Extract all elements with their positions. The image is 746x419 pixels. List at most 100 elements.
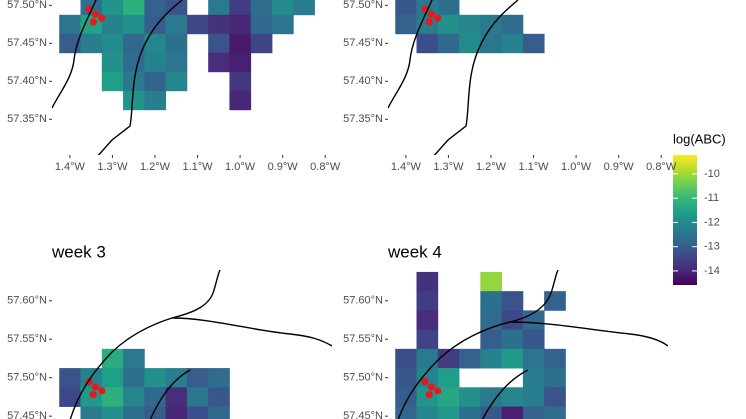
grid-cell (144, 71, 167, 92)
panel-title: week 4 (387, 242, 442, 261)
grid-cell (437, 33, 460, 54)
grid-cell (501, 33, 524, 54)
x-tick-label: 0.9°W (268, 161, 299, 173)
colorbar-tick-label: -10 (704, 168, 720, 180)
grid-cell (80, 33, 103, 54)
x-tick-label: 1.0°W (225, 161, 256, 173)
grid-cell (101, 387, 124, 407)
grid-cell (144, 90, 167, 111)
grid-cell (101, 71, 124, 92)
site (91, 383, 100, 391)
grid-cell (250, 33, 273, 54)
panel-title: week 3 (51, 242, 106, 261)
grid-cell (123, 368, 145, 388)
panel (59, 0, 315, 111)
site (434, 387, 442, 395)
grid-cell (59, 387, 81, 407)
grid-cell (144, 368, 167, 388)
grid-cell (437, 348, 460, 369)
grid-cell (501, 310, 524, 331)
coastline (509, 321, 668, 347)
grid-cell (522, 348, 545, 369)
grid-cell (186, 368, 209, 388)
y-tick-label: 57.50°N (343, 372, 383, 384)
coastline (149, 369, 191, 419)
grid-cell (208, 406, 230, 419)
grid-cell (480, 33, 503, 54)
grid-cell (395, 348, 417, 369)
coastline (69, 270, 221, 419)
grid-cell (501, 14, 524, 35)
grid-cell (544, 406, 566, 419)
grid-cell (501, 406, 524, 419)
grid-cell (229, 0, 252, 16)
y-tick-label: 57.50°N (7, 372, 47, 384)
grid-cell (101, 52, 124, 73)
grid-cell (437, 0, 460, 16)
grid-cell (480, 271, 503, 292)
grid-cell (459, 14, 481, 35)
x-tick-label: 1.3°W (97, 161, 128, 173)
colorbar-tick-label: -13 (704, 241, 720, 253)
grid-cell (229, 71, 252, 92)
grid-cell (395, 368, 417, 388)
grid-cell (165, 52, 188, 73)
colorbar-tick-label: -11 (704, 192, 719, 204)
panel (395, 271, 566, 419)
grid-cell (165, 368, 188, 388)
panel (395, 0, 545, 54)
panel (59, 348, 230, 419)
x-tick-label: 0.8°W (646, 161, 677, 173)
grid-cell (459, 387, 481, 407)
grid-cell (437, 406, 460, 419)
x-tick-label: 1.4°W (391, 161, 422, 173)
grid-cell (459, 33, 481, 54)
grid-cell (165, 14, 188, 35)
grid-cell (522, 387, 545, 407)
coastline (481, 369, 529, 419)
grid-cell (101, 368, 124, 388)
coastline (52, 0, 97, 109)
grid-cell (544, 348, 566, 369)
y-tick-label: 57.35°N (343, 113, 383, 125)
grid-cell (437, 368, 460, 388)
x-tick-label: 1.2°W (140, 161, 171, 173)
grid-cell (123, 14, 145, 35)
x-tick-label: 1.4°W (55, 161, 86, 173)
grid-cell (416, 33, 439, 54)
y-tick-label: 57.40°N (7, 75, 47, 87)
grid-cell (416, 291, 439, 311)
y-tick-label: 57.45°N (343, 410, 383, 419)
x-tick-label: 1.1°W (182, 161, 213, 173)
grid-cell (208, 52, 230, 73)
y-tick-label: 57.40°N (343, 75, 383, 87)
grid-cell (416, 310, 439, 331)
site (98, 14, 106, 22)
grid-cell (208, 368, 230, 388)
y-tick-label: 57.50°N (343, 0, 383, 11)
y-tick-label: 57.45°N (7, 37, 47, 49)
y-tick-label: 57.55°N (7, 333, 47, 345)
colorbar-tick-label: -12 (704, 216, 720, 228)
grid-cell (165, 0, 188, 16)
site (91, 10, 100, 19)
site (425, 391, 433, 399)
grid-cell (123, 0, 145, 16)
y-tick-label: 57.35°N (7, 113, 47, 125)
y-tick-label: 57.50°N (7, 0, 47, 11)
grid-cell (250, 0, 273, 16)
panels (59, 0, 566, 419)
grid-cell (123, 52, 145, 73)
grid-cell (416, 348, 439, 369)
grid-cell (395, 14, 417, 35)
grid-cell (165, 387, 188, 407)
x-tick-label: 0.9°W (604, 161, 635, 173)
x-tick-label: 1.2°W (476, 161, 507, 173)
coastline (171, 317, 332, 347)
grid-cell (395, 406, 417, 419)
grid-cell (522, 329, 545, 350)
grid-cell (272, 0, 294, 16)
grid-cell (544, 387, 566, 407)
grid-cell (165, 33, 188, 54)
colorbar-title: log(ABC) (673, 131, 726, 146)
